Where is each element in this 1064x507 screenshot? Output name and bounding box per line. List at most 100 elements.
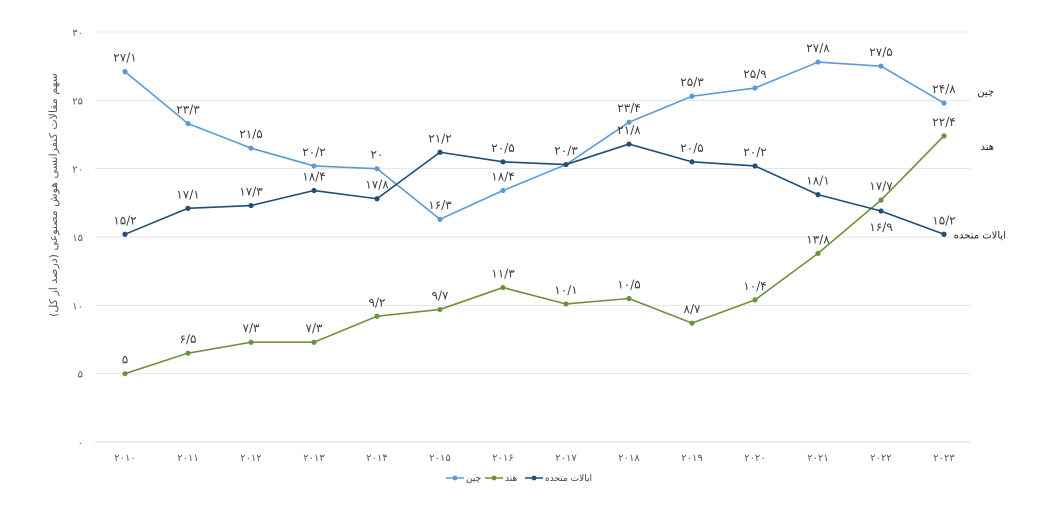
x-tick-label-2023: ۲۰۲۳ [933,453,955,464]
data-point-s2-2011 [185,205,191,211]
data-point-s0-2012 [248,145,254,151]
x-tick-label-2020: ۲۰۲۰ [744,453,765,464]
data-point-s2-2018 [626,141,632,147]
data-point-s1-2010 [122,371,128,377]
series-line-1 [124,135,945,375]
data-label-s0-2018: ۲۳/۴ [617,101,640,115]
data-label-s1-2019: ۸/۷ [684,302,701,316]
data-label-s0-2019: ۲۵/۳ [680,75,704,89]
data-label-s0-2016: ۱۸/۴ [491,170,514,184]
data-point-s2-2023 [941,231,947,237]
legend-label-1: هند [505,474,517,484]
series-end-label-0: چین [977,87,994,98]
data-point-s0-2021 [815,59,821,65]
data-label-s2-2012: ۱۷/۳ [239,185,263,199]
series-line-2 [124,143,945,236]
legend-marker-0 [452,475,458,481]
data-label-s2-2018: ۲۱/۸ [617,123,641,137]
data-point-s1-2016 [500,284,506,291]
x-tick-label-2014: ۲۰۱۴ [366,453,387,464]
legend: چین هند ایالات متحده [446,474,592,484]
data-label-s1-2015: ۹/۷ [432,288,449,302]
data-point-s1-2015 [437,306,443,313]
data-label-s2-2020: ۲۰/۲ [743,145,766,159]
legend-label-2: ایالات متحده [545,474,592,484]
data-point-s2-2020 [752,163,758,169]
x-tick-label-2019: ۲۰۱۹ [681,453,702,464]
x-tick-label-2015: ۲۰۱۵ [429,453,450,464]
x-tick-label-2013: ۲۰۱۳ [303,453,325,464]
legend-label-0: چین [466,474,481,484]
series-end-label-1: هند [980,142,994,153]
data-label-s0-2014: ۲۰ [371,148,384,162]
gridlines [95,31,970,443]
data-point-s2-2021 [815,192,821,198]
data-point-s0-2011 [185,120,191,127]
data-point-s0-2014 [374,166,380,172]
data-point-s1-2023 [941,133,947,139]
x-tick-label-2010: ۲۰۱۰ [114,453,135,464]
data-point-s0-2016 [500,187,506,194]
series [122,59,947,377]
data-point-s2-2016 [500,159,506,165]
y-tick-label-0: ۰ [78,438,83,449]
data-label-s0-2021: ۲۷/۸ [806,41,830,55]
data-label-s2-2010: ۱۵/۲ [113,213,136,227]
y-tick-label-25: ۲۵ [72,96,83,107]
data-point-s2-2012 [248,202,254,209]
x-tick-label-2022: ۲۰۲۲ [870,453,891,464]
series-line-0 [124,61,945,221]
data-label-s1-2014: ۹/۲ [369,295,386,309]
data-point-s1-2020 [752,297,758,303]
data-point-s1-2011 [185,350,191,356]
data-label-s2-2014: ۱۷/۸ [365,178,389,192]
data-point-s2-2015 [437,149,443,155]
y-tick-label-10: ۱۰ [72,301,83,312]
data-label-s1-2017: ۱۰/۱ [554,283,577,297]
y-tick-label-20: ۲۰ [72,165,83,176]
data-label-s1-2016: ۱۱/۳ [491,267,515,281]
data-label-s1-2011: ۶/۵ [180,332,197,346]
x-tick-label-2017: ۲۰۱۷ [555,453,577,464]
x-tick-label-2021: ۲۰۲۱ [807,453,828,464]
y-tick-label-5: ۵ [78,370,83,381]
data-point-s0-2015 [437,216,443,222]
y-tick-label-15: ۱۵ [72,233,83,244]
data-label-s2-2022: ۱۶/۹ [869,220,892,234]
data-label-s1-2013: ۷/۳ [306,321,323,335]
data-label-s2-2013: ۱۸/۴ [302,170,325,184]
data-point-s1-2018 [626,295,632,302]
data-point-s0-2019 [689,93,695,99]
data-point-s1-2017 [563,301,569,307]
data-point-s2-2010 [122,231,128,237]
data-label-s1-2021: ۱۳/۸ [806,232,830,246]
data-label-s2-2023: ۱۵/۲ [932,213,955,227]
data-point-s0-2013 [311,163,317,169]
data-point-s0-2010 [122,69,128,75]
data-point-s2-2017 [563,161,569,168]
data-labels: ۲۷/۱ ۲۳/۳ ۲۱/۵ ۲۰/۲ ۲۰ ۱۶/۳ ۱۸/۴ ۲۳/۴ ۲۵/۳ ۲۵/۹ ۲۷… [113,41,1006,367]
data-point-s2-2019 [689,159,695,165]
data-label-s0-2012: ۲۱/۵ [239,127,262,141]
data-label-s1-2022: ۱۷/۷ [869,179,893,193]
data-label-s2-2021: ۱۸/۱ [806,174,829,188]
x-tick-label-2016: ۲۰۱۶ [492,453,513,464]
data-label-s0-2023: ۲۴/۸ [932,82,956,96]
data-point-s1-2014 [374,313,380,319]
data-label-s1-2020: ۱۰/۴ [743,279,766,293]
data-label-s1-2012: ۷/۳ [243,321,260,335]
data-point-s2-2013 [311,187,317,194]
data-point-s2-2022 [878,208,884,214]
data-label-s2-2019: ۲۰/۵ [680,141,703,155]
series-end-label-2: ایالات متحده [954,230,1006,241]
data-label-s2-2017: ۲۰/۳ [554,144,578,158]
data-label-s0-2020: ۲۵/۹ [743,67,766,81]
data-label-s0-2015: ۱۶/۳ [428,198,452,212]
x-tick-label-2011: ۲۰۱۱ [177,453,198,464]
data-point-s0-2023 [941,100,947,106]
data-point-s0-2018 [626,119,632,125]
data-point-s0-2022 [878,63,884,69]
legend-marker-2 [531,475,537,481]
